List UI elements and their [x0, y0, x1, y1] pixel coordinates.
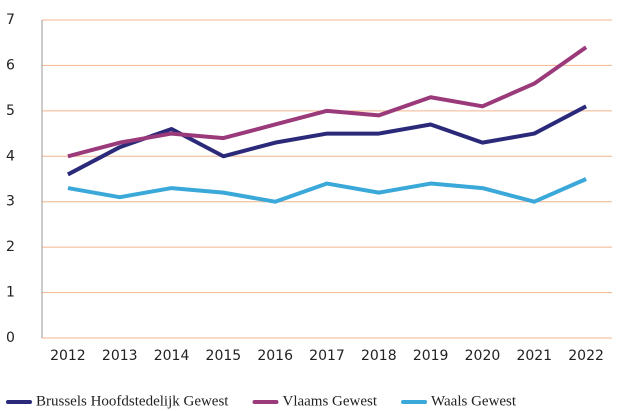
y-tick-label: 5 — [6, 103, 15, 119]
legend-label: Brussels Hoofdstedelijk Gewest — [36, 393, 229, 409]
x-tick-label: 2020 — [465, 348, 501, 364]
legend-label: Vlaams Gewest — [282, 393, 377, 409]
line — [67, 45, 588, 159]
x-tick-label: 2017 — [309, 348, 345, 364]
legend-label: Waals Gewest — [431, 393, 517, 409]
x-tick-label: 2021 — [516, 348, 552, 364]
y-tick-label: 6 — [6, 57, 15, 73]
x-tick-label: 2016 — [257, 348, 293, 364]
line — [67, 177, 587, 204]
x-tick-label: 2018 — [361, 348, 397, 364]
line — [66, 104, 588, 177]
y-tick-label: 2 — [6, 239, 15, 255]
x-tick-label: 2019 — [413, 348, 449, 364]
y-tick-label: 1 — [6, 285, 15, 301]
x-tick-label: 2012 — [50, 348, 86, 364]
y-tick-label: 0 — [6, 330, 15, 346]
x-tick-label: 2022 — [568, 348, 604, 364]
x-tick-label: 2015 — [206, 348, 242, 364]
y-tick-label: 4 — [6, 148, 15, 164]
y-tick-label: 7 — [6, 12, 15, 28]
x-tick-label: 2014 — [154, 348, 190, 364]
y-tick-label: 3 — [6, 194, 15, 210]
x-tick-label: 2013 — [102, 348, 138, 364]
